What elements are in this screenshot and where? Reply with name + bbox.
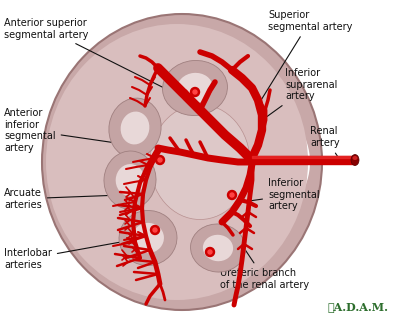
Text: ✿A.D.A.M.: ✿A.D.A.M.	[327, 301, 388, 312]
Text: Anterior superior
segmental artery: Anterior superior segmental artery	[4, 18, 200, 106]
Text: Inferior
segmental
artery: Inferior segmental artery	[245, 178, 320, 211]
Ellipse shape	[162, 60, 228, 116]
Circle shape	[158, 158, 162, 162]
Circle shape	[153, 228, 157, 232]
Ellipse shape	[46, 24, 308, 300]
Ellipse shape	[121, 112, 149, 144]
Text: Inferior
suprarenal
artery: Inferior suprarenal artery	[267, 68, 337, 116]
Ellipse shape	[190, 224, 246, 272]
Ellipse shape	[42, 14, 322, 310]
Circle shape	[190, 87, 200, 97]
Circle shape	[156, 156, 164, 164]
Circle shape	[150, 226, 160, 235]
Ellipse shape	[351, 155, 359, 165]
Ellipse shape	[203, 235, 233, 261]
Ellipse shape	[104, 151, 156, 209]
Ellipse shape	[150, 105, 250, 220]
Ellipse shape	[352, 156, 358, 160]
Ellipse shape	[177, 73, 213, 103]
Text: Arcuate
arteries: Arcuate arteries	[4, 188, 145, 210]
Text: Renal
artery: Renal artery	[310, 126, 340, 158]
Circle shape	[206, 247, 214, 257]
Circle shape	[230, 193, 234, 197]
Text: Interlobar
arteries: Interlobar arteries	[4, 238, 140, 269]
Ellipse shape	[109, 98, 161, 158]
Text: Superior
segmental artery: Superior segmental artery	[260, 10, 352, 103]
Circle shape	[208, 250, 212, 254]
Ellipse shape	[132, 223, 164, 253]
Ellipse shape	[116, 164, 144, 196]
Ellipse shape	[230, 112, 310, 212]
Circle shape	[228, 190, 236, 199]
Text: Anterior
inferior
segmental
artery: Anterior inferior segmental artery	[4, 108, 175, 153]
Ellipse shape	[119, 211, 177, 266]
Circle shape	[193, 90, 197, 94]
Text: Ureteric branch
of the renal artery: Ureteric branch of the renal artery	[220, 250, 309, 290]
